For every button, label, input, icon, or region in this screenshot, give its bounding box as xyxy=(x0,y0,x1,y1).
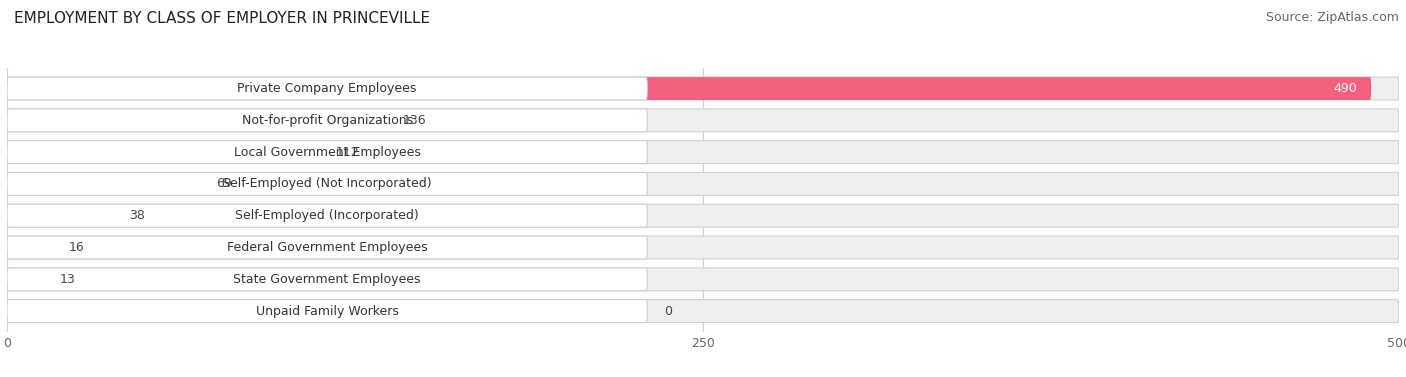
FancyBboxPatch shape xyxy=(7,204,112,227)
FancyBboxPatch shape xyxy=(7,204,647,227)
Text: 136: 136 xyxy=(402,114,426,127)
FancyBboxPatch shape xyxy=(7,268,44,291)
Text: Unpaid Family Workers: Unpaid Family Workers xyxy=(256,305,399,317)
Text: Federal Government Employees: Federal Government Employees xyxy=(226,241,427,254)
FancyBboxPatch shape xyxy=(7,268,647,291)
Text: Private Company Employees: Private Company Employees xyxy=(238,82,416,95)
Text: Local Government Employees: Local Government Employees xyxy=(233,146,420,159)
Text: State Government Employees: State Government Employees xyxy=(233,273,420,286)
Text: EMPLOYMENT BY CLASS OF EMPLOYER IN PRINCEVILLE: EMPLOYMENT BY CLASS OF EMPLOYER IN PRINC… xyxy=(14,11,430,26)
Text: 38: 38 xyxy=(129,209,145,222)
FancyBboxPatch shape xyxy=(7,109,1399,132)
FancyBboxPatch shape xyxy=(7,236,52,259)
Text: 112: 112 xyxy=(336,146,359,159)
Text: 69: 69 xyxy=(217,178,232,190)
FancyBboxPatch shape xyxy=(7,141,647,164)
FancyBboxPatch shape xyxy=(7,172,1399,195)
FancyBboxPatch shape xyxy=(7,77,1371,100)
Text: Self-Employed (Incorporated): Self-Employed (Incorporated) xyxy=(235,209,419,222)
FancyBboxPatch shape xyxy=(7,236,1399,259)
FancyBboxPatch shape xyxy=(7,109,647,132)
Text: 13: 13 xyxy=(60,273,76,286)
FancyBboxPatch shape xyxy=(7,172,647,195)
FancyBboxPatch shape xyxy=(7,141,319,164)
FancyBboxPatch shape xyxy=(7,300,1399,323)
FancyBboxPatch shape xyxy=(7,109,385,132)
FancyBboxPatch shape xyxy=(7,204,1399,227)
FancyBboxPatch shape xyxy=(7,172,200,195)
Text: 490: 490 xyxy=(1333,82,1357,95)
FancyBboxPatch shape xyxy=(7,77,647,100)
FancyBboxPatch shape xyxy=(7,300,647,323)
FancyBboxPatch shape xyxy=(7,236,647,259)
Text: Source: ZipAtlas.com: Source: ZipAtlas.com xyxy=(1265,11,1399,24)
Text: 16: 16 xyxy=(69,241,84,254)
Text: 0: 0 xyxy=(664,305,672,317)
Text: Not-for-profit Organizations: Not-for-profit Organizations xyxy=(242,114,413,127)
Text: Self-Employed (Not Incorporated): Self-Employed (Not Incorporated) xyxy=(222,178,432,190)
FancyBboxPatch shape xyxy=(7,141,1399,164)
FancyBboxPatch shape xyxy=(7,268,1399,291)
FancyBboxPatch shape xyxy=(7,77,1399,100)
